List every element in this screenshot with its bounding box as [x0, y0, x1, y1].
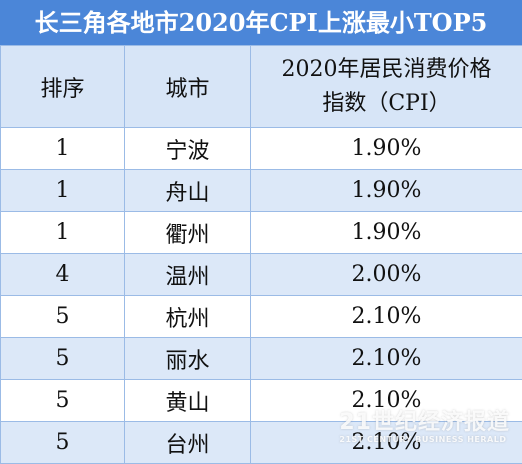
cell-cpi: 2.00%	[250, 253, 522, 296]
cell-rank: 5	[0, 337, 125, 380]
cell-cpi: 2.10%	[250, 421, 522, 464]
cell-rank: 1	[0, 211, 125, 254]
table-row: 5 杭州 2.10%	[0, 295, 522, 338]
cpi-table: 排序 城市 2020年居民消费价格 指数（CPI） 1 宁波 1.90% 1 舟…	[0, 45, 522, 464]
cell-rank: 5	[0, 421, 125, 464]
table-row: 4 温州 2.00%	[0, 253, 522, 296]
cell-cpi: 2.10%	[250, 337, 522, 380]
cell-city: 丽水	[124, 337, 251, 380]
cell-rank: 5	[0, 379, 125, 422]
cell-city: 宁波	[124, 127, 251, 170]
header-cpi: 2020年居民消费价格 指数（CPI）	[250, 45, 522, 128]
header-cpi-line2: 指数（CPI）	[322, 90, 451, 116]
cell-city: 衢州	[124, 211, 251, 254]
cell-city: 杭州	[124, 295, 251, 338]
table-row: 5 黄山 2.10%	[0, 379, 522, 422]
header-city: 城市	[124, 45, 251, 128]
cell-cpi: 1.90%	[250, 169, 522, 212]
cell-cpi: 2.10%	[250, 379, 522, 422]
cell-rank: 1	[0, 169, 125, 212]
cell-cpi: 1.90%	[250, 127, 522, 170]
cell-city: 黄山	[124, 379, 251, 422]
table-header: 排序 城市 2020年居民消费价格 指数（CPI）	[0, 45, 522, 128]
table-title: 长三角各地市2020年CPI上涨最小TOP5	[0, 0, 522, 45]
header-cpi-line1: 2020年居民消费价格	[281, 56, 492, 82]
table-row: 1 宁波 1.90%	[0, 127, 522, 170]
header-row: 排序 城市 2020年居民消费价格 指数（CPI）	[0, 45, 522, 128]
table-row: 5 丽水 2.10%	[0, 337, 522, 380]
table-row: 1 衢州 1.90%	[0, 211, 522, 254]
table-body: 1 宁波 1.90% 1 舟山 1.90% 1 衢州 1.90% 4 温州 2.…	[0, 127, 522, 464]
cell-rank: 5	[0, 295, 125, 338]
cell-cpi: 1.90%	[250, 211, 522, 254]
cell-city: 舟山	[124, 169, 251, 212]
cell-rank: 1	[0, 127, 125, 170]
cell-city: 温州	[124, 253, 251, 296]
cell-rank: 4	[0, 253, 125, 296]
cell-city: 台州	[124, 421, 251, 464]
header-rank: 排序	[0, 45, 125, 128]
table-row: 5 台州 2.10%	[0, 421, 522, 464]
cell-cpi: 2.10%	[250, 295, 522, 338]
table-row: 1 舟山 1.90%	[0, 169, 522, 212]
